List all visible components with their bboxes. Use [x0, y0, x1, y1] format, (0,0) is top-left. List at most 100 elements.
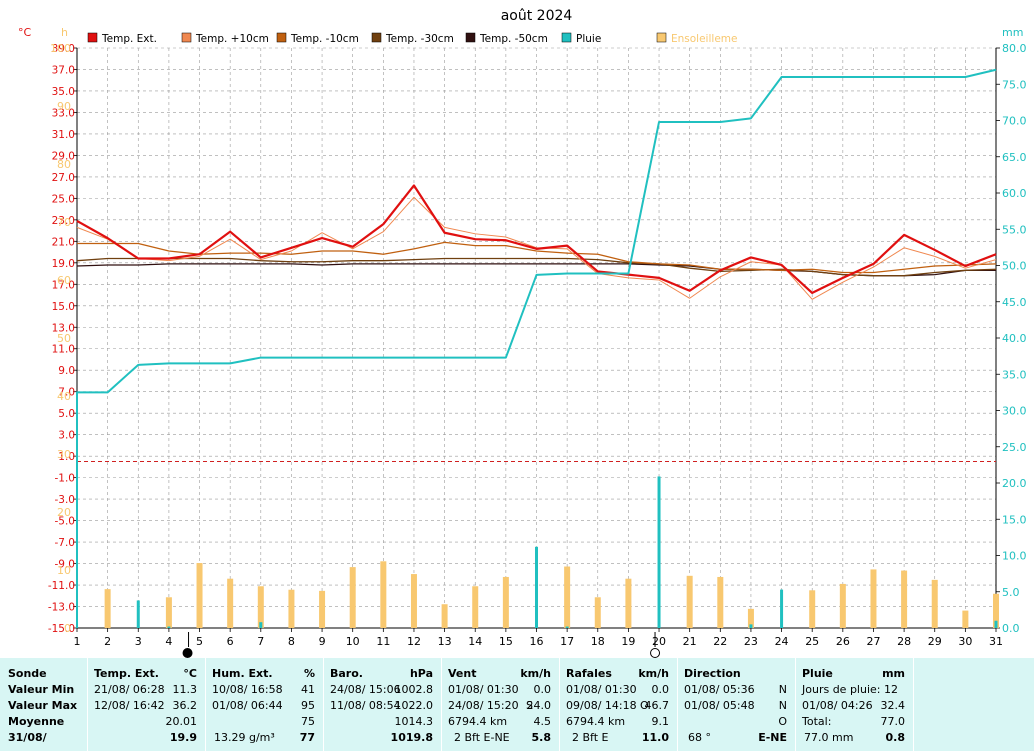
- rafales-avg: 9.1: [651, 715, 670, 728]
- pluie-total-label: Total:: [802, 715, 832, 728]
- sun-tick-label: 80: [57, 158, 71, 171]
- baro-header: Baro.: [330, 667, 363, 680]
- rafales-current: 11.0: [641, 731, 669, 744]
- hum-max-value: 95: [301, 699, 315, 712]
- temp-unit-label: °C: [18, 26, 32, 39]
- x-tick-label: 16: [530, 635, 544, 648]
- temp-tick-label: 33.0: [52, 107, 75, 119]
- sun-tick-label: 0: [64, 622, 71, 635]
- sun-tick-label: 40: [57, 390, 71, 403]
- temp-min-date: 21/08/ 06:28: [94, 683, 165, 696]
- temp-tick-label: 27.0: [52, 172, 75, 184]
- legend-label: Pluie: [576, 33, 601, 45]
- pluie-header: Pluie: [802, 667, 833, 680]
- sun-unit-label: h: [61, 26, 68, 39]
- temp-tick-label: 19.0: [52, 258, 75, 270]
- rain-tick-label: 60.0: [1002, 187, 1027, 200]
- hum-max-date: 01/08/ 06:44: [212, 699, 283, 712]
- stats-rafales-panel: Rafales km/h 01/08/ 01:30 0.0 09/08/ 14:…: [560, 658, 678, 751]
- temp-tick-label: -7.0: [55, 537, 76, 549]
- x-tick-label: 10: [346, 635, 360, 648]
- x-tick-label: 27: [866, 635, 880, 648]
- temp-tick-label: 37.0: [52, 64, 75, 76]
- x-tick-label: 15: [499, 635, 513, 648]
- legend-label: Temp. -30cm: [385, 33, 454, 45]
- legend-swatch: [87, 32, 98, 43]
- temp-tick-label: 13.0: [52, 322, 75, 334]
- stats-hum-panel: Hum. Ext. % 10/08/ 16:58 41 01/08/ 06:44…: [206, 658, 324, 751]
- direction-header: Direction: [684, 667, 741, 680]
- x-tick-label: 6: [227, 635, 234, 648]
- rain-bar: [994, 620, 998, 628]
- stats-pluie-panel: Pluie mm Jours de pluie: 12 01/08/ 04:26…: [796, 658, 914, 751]
- rain-tick-label: 40.0: [1002, 332, 1027, 345]
- hum-abs: 13.29 g/m³: [214, 731, 275, 744]
- rain-tick-label: 25.0: [1002, 441, 1027, 454]
- baro-unit: hPa: [409, 667, 433, 680]
- direction-max-date: 01/08/ 05:48: [684, 699, 755, 712]
- sun-tick-label: 90: [57, 100, 71, 113]
- baro-current: 1019.8: [390, 731, 433, 744]
- sun-bar: [104, 589, 111, 628]
- rafales-header: Rafales: [566, 667, 612, 680]
- pluie-max-value: 32.4: [880, 699, 906, 712]
- legend-label: Ensoleilleme: [671, 33, 737, 45]
- sun-bar: [931, 579, 938, 628]
- x-tick-label: 13: [438, 635, 452, 648]
- legend-swatch: [276, 32, 287, 43]
- legend-swatch: [371, 32, 382, 43]
- x-tick-label: 31: [989, 635, 1003, 648]
- x-tick-label: 3: [135, 635, 142, 648]
- rain-bar: [535, 546, 538, 628]
- hum-min-date: 10/08/ 16:58: [212, 683, 283, 696]
- row-label-date: 31/08/: [8, 731, 47, 744]
- sun-tick-label: 70: [57, 216, 71, 229]
- x-tick-label: 22: [713, 635, 727, 648]
- x-tick-label: 5: [196, 635, 203, 648]
- rain-bar: [259, 622, 263, 628]
- temp-tick-label: 35.0: [52, 86, 75, 98]
- temp-tick-label: 29.0: [52, 150, 75, 162]
- temp-tick-label: 1.0: [58, 451, 75, 463]
- stats-direction-panel: Direction 01/08/ 05:36 N 01/08/ 05:48 N …: [678, 658, 796, 751]
- baro-max-value: 1022.0: [394, 699, 434, 712]
- vent-distance: 6794.4 km: [448, 715, 508, 728]
- rafales-unit: km/h: [638, 667, 669, 680]
- baro-min-value: 1002.8: [394, 683, 434, 696]
- direction-min-value: N: [778, 683, 787, 696]
- sun-bar: [257, 586, 264, 628]
- sun-bar: [564, 566, 571, 628]
- rain-tick-label: 10.0: [1002, 550, 1027, 563]
- x-tick-label: 14: [468, 635, 482, 648]
- legend-label: Temp. Ext.: [101, 33, 157, 45]
- rain-bar: [657, 476, 661, 628]
- sun-tick-label: 10: [57, 564, 71, 577]
- x-tick-label: 2: [104, 635, 111, 648]
- x-tick-label: 21: [683, 635, 697, 648]
- sun-bar: [993, 593, 999, 628]
- pluie-current: 0.8: [885, 731, 906, 744]
- rain-tick-label: 70.0: [1002, 115, 1027, 128]
- temp-tick-label: -15.0: [48, 623, 75, 635]
- temp-tick-label: 3.0: [58, 430, 75, 442]
- temp-tick-label: 17.0: [52, 279, 75, 291]
- stats-panel: Sonde Valeur Min Valeur Max Moyenne 31/0…: [0, 658, 1034, 751]
- series-line-pluie: [76, 68, 997, 628]
- rain-bar: [780, 589, 784, 628]
- rafales-max-value: 46.7: [644, 699, 670, 712]
- row-label-min: Valeur Min: [8, 683, 75, 696]
- vent-min-value: 0.0: [533, 683, 552, 696]
- legend-label: Temp. -50cm: [479, 33, 548, 45]
- pluie-unit: mm: [882, 667, 905, 680]
- x-tick-label: 17: [560, 635, 574, 648]
- sun-bar: [625, 578, 632, 628]
- row-label-max: Valeur Max: [8, 699, 78, 712]
- temp-tick-label: -13.0: [48, 602, 75, 614]
- rafales-max-dir: O: [640, 699, 649, 712]
- temp-tick-label: -1.0: [55, 473, 76, 485]
- vent-unit: km/h: [520, 667, 551, 680]
- temp-tick-label: -3.0: [55, 494, 76, 506]
- baro-max-date: 11/08/ 08:54: [330, 699, 401, 712]
- sun-bar: [441, 604, 448, 628]
- sun-tick-label: 100: [50, 42, 71, 55]
